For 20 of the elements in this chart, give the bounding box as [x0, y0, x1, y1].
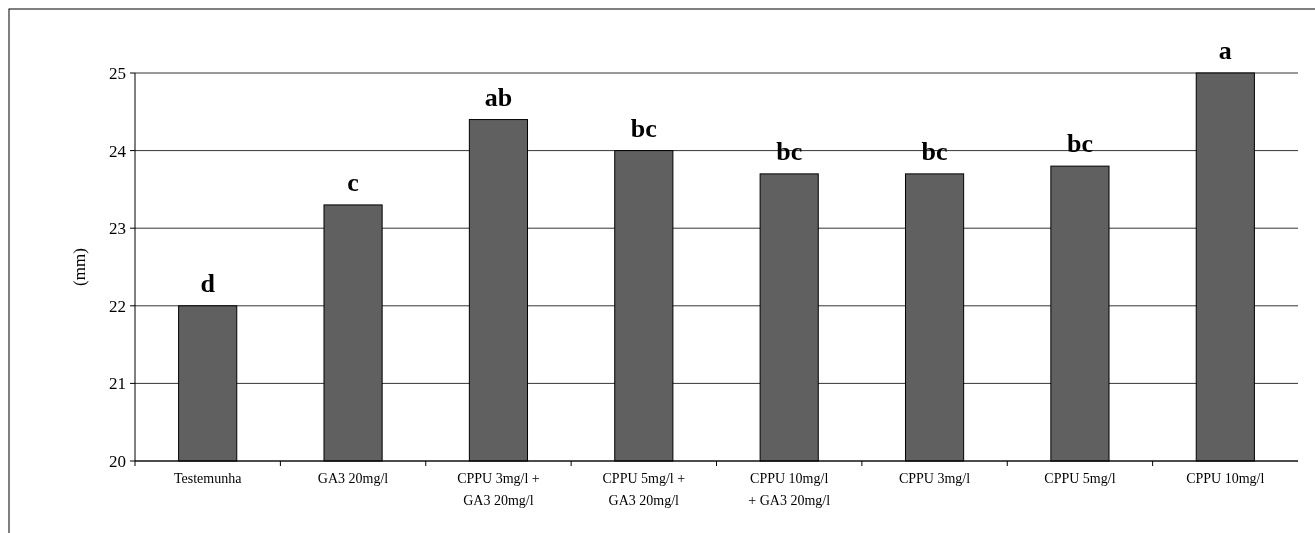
annotation: d	[200, 268, 216, 298]
x-tick-label: Testemunha	[173, 471, 243, 486]
annotation: a	[1218, 36, 1232, 65]
y-tick-label: 20	[109, 451, 126, 471]
annotation: bc	[630, 113, 657, 143]
y-tick-label: 23	[109, 219, 126, 239]
y-tick-label: 25	[109, 63, 126, 83]
y-axis-title: (mm)	[70, 248, 89, 286]
annotation: c	[347, 167, 359, 197]
x-tick-label: GA3 20mg/l	[317, 471, 389, 486]
x-tick-label: CPPU 5mg/l	[1044, 471, 1116, 486]
x-tick-label: CPPU 3mg/l	[898, 471, 971, 486]
y-tick-label: 21	[109, 374, 126, 394]
x-tick-label: CPPU 5mg/l + GA3 20mg/l	[602, 471, 686, 508]
y-tick-label: 24	[109, 141, 127, 161]
x-tick-label: CPPU 3mg/l + GA3 20mg/l	[457, 471, 540, 508]
y-tick-label: 22	[109, 296, 126, 316]
x-tick-label: CPPU 10mg/l	[1186, 471, 1265, 486]
annotation: ab	[484, 82, 513, 112]
x-tick-label: CPPU 10mg/l + GA3 20mg/l	[748, 471, 831, 508]
